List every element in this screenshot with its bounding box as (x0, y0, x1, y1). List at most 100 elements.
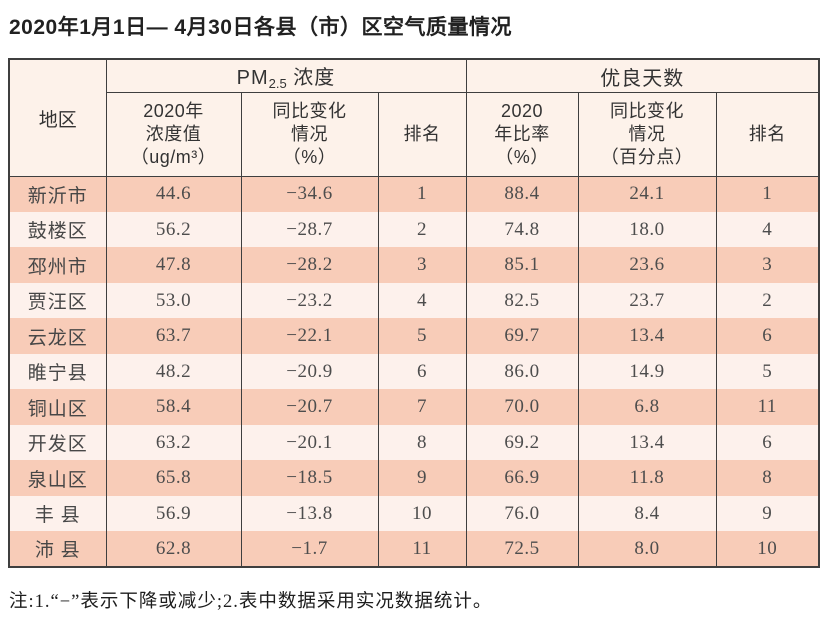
days-change-cell: 23.6 (577, 247, 717, 283)
pm-rank-cell: 8 (377, 424, 467, 461)
pm-value-cell: 44.6 (105, 176, 242, 212)
pm-value-cell: 56.2 (105, 211, 242, 248)
pm-change-cell: −1.7 (240, 531, 379, 567)
days-ratio-cell: 86.0 (465, 353, 579, 390)
region-cell: 铜山区 (8, 389, 107, 425)
pm-value-cell: 58.4 (105, 389, 242, 425)
days-rank-cell: 2 (715, 282, 820, 319)
col-header-pm-change: 同比变化 情况 （%） (240, 92, 379, 177)
pm-change-cell: −20.7 (240, 389, 379, 425)
days-rank-cell: 9 (715, 495, 820, 532)
table-row: 邳州市 47.8 −28.2 3 85.1 23.6 3 (8, 247, 820, 283)
days-change-cell: 13.4 (577, 318, 717, 354)
pm-change-cell: −34.6 (240, 176, 379, 212)
pm-rank-cell: 10 (377, 495, 467, 532)
table-row: 铜山区 58.4 −20.7 7 70.0 6.8 11 (8, 389, 820, 425)
days-ratio-cell: 69.2 (465, 424, 579, 461)
days-change-cell: 24.1 (577, 176, 717, 212)
table-row: 贾汪区 53.0 −23.2 4 82.5 23.7 2 (8, 282, 820, 319)
region-cell: 沛 县 (8, 531, 107, 567)
table-body: 新沂市 44.6 −34.6 1 88.4 24.1 1 鼓楼区 56.2 −2… (8, 176, 820, 567)
pm-label-prefix: PM (236, 67, 269, 90)
pm-rank-cell: 4 (377, 282, 467, 319)
table-row: 鼓楼区 56.2 −28.7 2 74.8 18.0 4 (8, 211, 820, 248)
days-rank-cell: 10 (715, 531, 820, 567)
days-rank-cell: 5 (715, 353, 820, 390)
col-header-pm-value: 2020年 浓度值 （ug/m³） (105, 92, 242, 177)
col-header-days-ratio: 2020 年比率 （%） (465, 92, 579, 177)
days-rank-cell: 8 (715, 460, 820, 496)
pm-value-cell: 53.0 (105, 282, 242, 319)
table-row: 沛 县 62.8 −1.7 11 72.5 8.0 10 (8, 531, 820, 567)
table-header: 地区 PM2.5 浓度 优良天数 2020年 浓度值 （ug/m³） 同比变化 … (8, 59, 820, 177)
page-title: 2020年1月1日— 4月30日各县（市）区空气质量情况 (9, 16, 512, 39)
col-header-region: 地区 (8, 59, 107, 177)
days-rank-cell: 6 (715, 424, 820, 461)
days-change-cell: 18.0 (577, 211, 717, 248)
days-rank-cell: 3 (715, 247, 820, 283)
pm-value-cell: 47.8 (105, 247, 242, 283)
table-row: 睢宁县 48.2 −20.9 6 86.0 14.9 5 (8, 353, 820, 390)
region-cell: 邳州市 (8, 247, 107, 283)
header-sub-row: 2020年 浓度值 （ug/m³） 同比变化 情况 （%） 排名 2020 年比… (9, 92, 820, 177)
pm-label-subscript: 2.5 (268, 76, 287, 92)
pm-rank-cell: 3 (377, 247, 467, 283)
air-quality-table: 地区 PM2.5 浓度 优良天数 2020年 浓度值 （ug/m³） 同比变化 … (8, 58, 821, 568)
col-header-days-change: 同比变化 情况 （百分点） (577, 92, 717, 177)
days-change-cell: 6.8 (577, 389, 717, 425)
table-row: 新沂市 44.6 −34.6 1 88.4 24.1 1 (8, 176, 820, 212)
region-cell: 新沂市 (8, 176, 107, 212)
pm-change-cell: −20.9 (240, 353, 379, 390)
pm-change-cell: −13.8 (240, 495, 379, 532)
days-ratio-cell: 69.7 (465, 318, 579, 354)
days-ratio-cell: 85.1 (465, 247, 579, 283)
col-group-pm25: PM2.5 浓度 (105, 59, 467, 93)
pm-rank-cell: 9 (377, 460, 467, 496)
region-cell: 泉山区 (8, 460, 107, 496)
table-row: 开发区 63.2 −20.1 8 69.2 13.4 6 (8, 424, 820, 461)
pm-change-cell: −28.7 (240, 211, 379, 248)
days-change-cell: 13.4 (577, 424, 717, 461)
days-change-cell: 14.9 (577, 353, 717, 390)
days-ratio-cell: 66.9 (465, 460, 579, 496)
days-ratio-cell: 70.0 (465, 389, 579, 425)
days-change-cell: 8.0 (577, 531, 717, 567)
pm-rank-cell: 6 (377, 353, 467, 390)
header-group-row: 地区 PM2.5 浓度 优良天数 (8, 59, 820, 177)
table-row: 云龙区 63.7 −22.1 5 69.7 13.4 6 (8, 318, 820, 354)
days-rank-cell: 11 (715, 389, 820, 425)
table-row: 丰 县 56.9 −13.8 10 76.0 8.4 9 (8, 495, 820, 532)
pm-value-cell: 63.7 (105, 318, 242, 354)
region-cell: 睢宁县 (8, 353, 107, 390)
pm-value-cell: 56.9 (105, 495, 242, 532)
days-ratio-cell: 88.4 (465, 176, 579, 212)
pm-rank-cell: 2 (377, 211, 467, 248)
pm-change-cell: −28.2 (240, 247, 379, 283)
region-cell: 贾汪区 (8, 282, 107, 319)
col-header-days-rank: 排名 (715, 92, 820, 177)
col-group-good-days: 优良天数 (465, 59, 820, 93)
footnote: 注:1.“−”表示下降或减少;2.表中数据采用实况数据统计。 (9, 591, 493, 612)
days-rank-cell: 6 (715, 318, 820, 354)
days-ratio-cell: 76.0 (465, 495, 579, 532)
pm-value-cell: 63.2 (105, 424, 242, 461)
region-cell: 云龙区 (8, 318, 107, 354)
region-cell: 开发区 (8, 424, 107, 461)
pm-rank-cell: 1 (377, 176, 467, 212)
pm-change-cell: −23.2 (240, 282, 379, 319)
pm-label-suffix: 浓度 (286, 67, 336, 90)
pm-value-cell: 48.2 (105, 353, 242, 390)
col-header-pm-rank: 排名 (377, 92, 467, 177)
days-change-cell: 11.8 (577, 460, 717, 496)
days-ratio-cell: 82.5 (465, 282, 579, 319)
pm-value-cell: 62.8 (105, 531, 242, 567)
pm-change-cell: −18.5 (240, 460, 379, 496)
days-rank-cell: 4 (715, 211, 820, 248)
region-cell: 鼓楼区 (8, 211, 107, 248)
pm-rank-cell: 11 (377, 531, 467, 567)
table-row: 泉山区 65.8 −18.5 9 66.9 11.8 8 (8, 460, 820, 496)
pm-value-cell: 65.8 (105, 460, 242, 496)
days-change-cell: 8.4 (577, 495, 717, 532)
days-ratio-cell: 74.8 (465, 211, 579, 248)
